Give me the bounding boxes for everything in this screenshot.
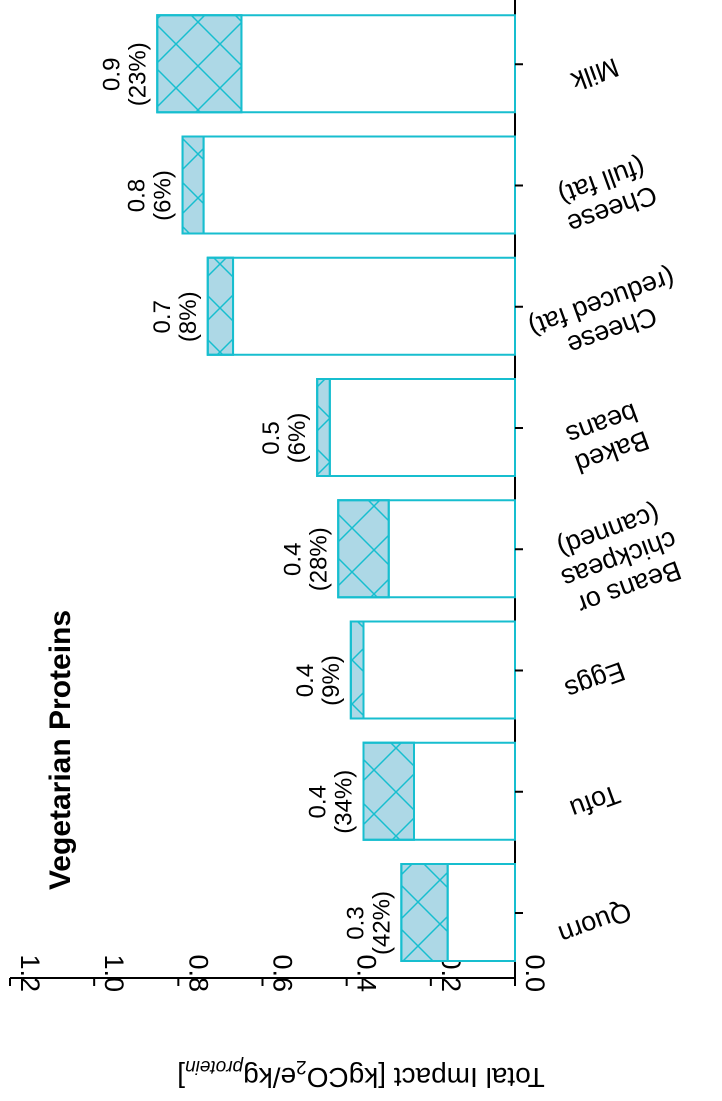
data-label: 0.5(6%) bbox=[258, 413, 311, 464]
bar-total bbox=[181, 135, 517, 235]
y-tick-label: 1.2 bbox=[15, 954, 45, 992]
data-label-value: 0.9 bbox=[98, 58, 125, 91]
y-axis-title-part: e/kg bbox=[243, 1062, 296, 1093]
category-label: Beans orchickpeas(canned) bbox=[547, 496, 691, 622]
category-label: Cheese(reduced fat) bbox=[525, 262, 689, 371]
category-label: Milk bbox=[567, 52, 623, 97]
data-label-share: (23%) bbox=[124, 42, 151, 106]
data-label: 0.8(6%) bbox=[124, 170, 177, 221]
y-tick-label: 0.8 bbox=[183, 954, 213, 992]
data-label-share: (28%) bbox=[305, 527, 332, 591]
bar-share-hatch bbox=[206, 256, 235, 356]
data-label-value: 0.7 bbox=[149, 300, 176, 333]
bar-share-hatch bbox=[316, 378, 331, 477]
data-label-share: (8%) bbox=[175, 291, 202, 342]
data-label: 0.4(34%) bbox=[305, 770, 358, 834]
data-label-value: 0.3 bbox=[342, 906, 369, 939]
category-label: Cheese(full fat) bbox=[553, 151, 661, 239]
bar-total bbox=[206, 256, 517, 356]
data-label: 0.7(8%) bbox=[149, 291, 202, 342]
category-label: Bakedbeans bbox=[561, 397, 653, 480]
bar-total bbox=[349, 620, 516, 720]
data-label: 0.3(42%) bbox=[342, 891, 395, 955]
y-tick-label: 1.0 bbox=[99, 954, 129, 992]
bar-share-hatch bbox=[337, 499, 390, 599]
y-axis-title-part: 2 bbox=[296, 1056, 307, 1077]
y-axis-title-part: ] bbox=[177, 1062, 185, 1093]
data-label-share: (6%) bbox=[150, 170, 177, 221]
bar-share-hatch bbox=[362, 741, 415, 841]
y-tick-label: 0.0 bbox=[520, 954, 550, 992]
category-label-line: Eggs bbox=[561, 656, 629, 705]
data-label: 0.4(28%) bbox=[279, 527, 332, 591]
bar-share-hatch bbox=[156, 14, 243, 114]
y-axis-title: Total Impact [kgCO2e/kgprotein] bbox=[177, 1056, 545, 1093]
bar-share-hatch bbox=[181, 135, 205, 235]
category-label: Eggs bbox=[561, 656, 629, 705]
data-label-value: 0.4 bbox=[305, 785, 332, 818]
data-label: 0.4(9%) bbox=[292, 655, 345, 706]
data-label-share: (42%) bbox=[368, 891, 395, 955]
y-axis-title-part: Total Impact [kgCO bbox=[307, 1062, 545, 1093]
bar-share-hatch bbox=[400, 863, 449, 962]
data-label-value: 0.4 bbox=[292, 664, 319, 697]
data-label-share: (9%) bbox=[318, 655, 345, 706]
bar-share-hatch bbox=[349, 620, 365, 720]
category-label: Tofu bbox=[566, 779, 624, 825]
y-tick-label: 0.4 bbox=[352, 954, 382, 992]
data-label-share: (6%) bbox=[284, 413, 311, 464]
category-label-line: Quorn bbox=[555, 896, 636, 950]
category-label: Quorn bbox=[555, 896, 636, 950]
category-label-line: Milk bbox=[567, 52, 623, 97]
data-label-share: (34%) bbox=[331, 770, 358, 834]
data-label-value: 0.5 bbox=[258, 421, 285, 454]
y-tick-label: 0.6 bbox=[268, 954, 298, 992]
y-axis-title-part: protein bbox=[185, 1056, 244, 1077]
category-label-line: Tofu bbox=[566, 779, 624, 825]
chart-title: Vegetarian Proteins bbox=[44, 610, 77, 890]
data-label-value: 0.8 bbox=[124, 179, 151, 212]
data-label-value: 0.4 bbox=[279, 543, 306, 576]
data-label: 0.9(23%) bbox=[98, 42, 151, 106]
bar-total bbox=[316, 378, 517, 477]
